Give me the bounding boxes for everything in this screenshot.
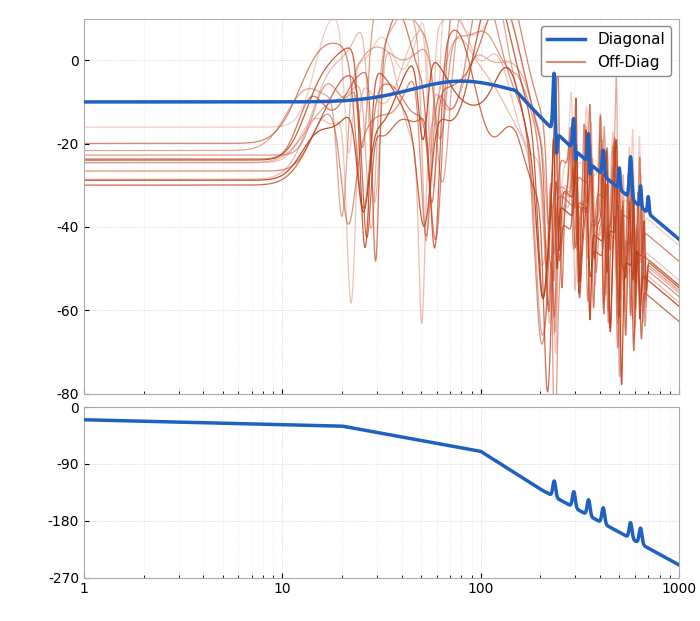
Legend: Diagonal, Off-Diag: Diagonal, Off-Diag bbox=[541, 26, 671, 76]
